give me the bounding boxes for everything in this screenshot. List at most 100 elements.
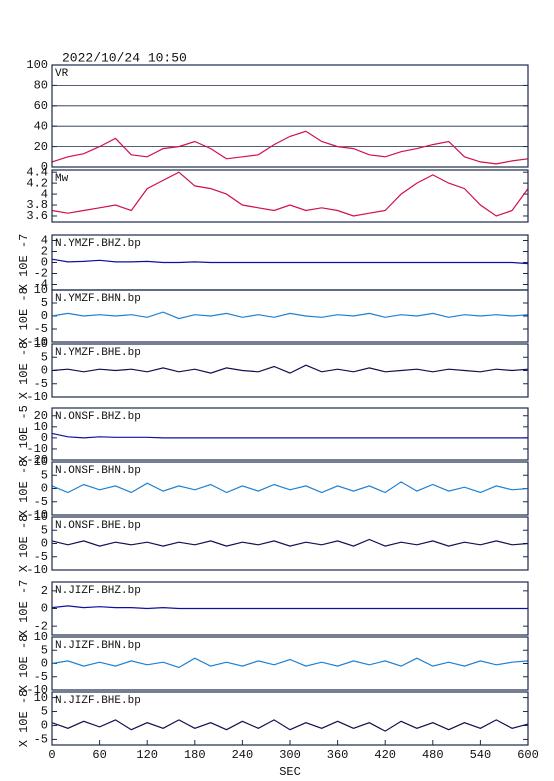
y-tick-label: 10 bbox=[34, 337, 48, 351]
waveform-line bbox=[51, 130, 529, 165]
y-tick-label: 0 bbox=[41, 602, 48, 616]
y-tick-label: 5 bbox=[41, 523, 48, 537]
y-tick-label: 2 bbox=[41, 245, 48, 259]
x-axis-label: SEC bbox=[279, 765, 301, 779]
y-tick-label: -5 bbox=[34, 733, 48, 747]
y-tick-label: 0 bbox=[41, 482, 48, 496]
waveform-line bbox=[51, 719, 529, 732]
waveform-line bbox=[51, 481, 529, 494]
y-tick-label: -4 bbox=[34, 278, 48, 292]
panel-label: N.JIZF.BHN.bp bbox=[55, 640, 141, 652]
x-tick-label: 300 bbox=[279, 748, 301, 762]
y-tick-label: -5 bbox=[34, 550, 48, 564]
y-tick-label: 10 bbox=[34, 283, 48, 297]
y-tick-label: -2 bbox=[34, 267, 48, 281]
waveform-line bbox=[51, 171, 529, 217]
waveform-line bbox=[51, 258, 529, 265]
panel-frame bbox=[51, 289, 529, 343]
panel-frame bbox=[51, 343, 529, 398]
x-tick-label: 120 bbox=[136, 748, 158, 762]
panel-label: N.YMZF.BHN.bp bbox=[55, 293, 141, 305]
y-tick-label: 40 bbox=[34, 119, 48, 133]
y-tick-label: 0 bbox=[41, 657, 48, 671]
y-tick-label: 0 bbox=[41, 160, 48, 174]
x-tick-label: 180 bbox=[184, 748, 206, 762]
y-tick-label: 4.2 bbox=[26, 176, 48, 190]
y-tick-label: -10 bbox=[26, 442, 48, 456]
y-tick-label: 60 bbox=[34, 99, 48, 113]
y-tick-label: 100 bbox=[26, 58, 48, 72]
y-tick-label: 5 bbox=[41, 350, 48, 364]
y-tick-label: 2 bbox=[41, 584, 48, 598]
y-tick-label: 20 bbox=[34, 409, 48, 423]
y-tick-label: 10 bbox=[34, 630, 48, 644]
y-tick-label: 4 bbox=[41, 234, 48, 248]
y-tick-label: 10 bbox=[34, 455, 48, 469]
y-tick-label: 3.6 bbox=[26, 209, 48, 223]
x-tick-label: 60 bbox=[92, 748, 106, 762]
y-tick-label: 80 bbox=[34, 79, 48, 93]
waveform-line bbox=[51, 657, 529, 669]
y-tick-label: -20 bbox=[26, 453, 48, 467]
y-tick-label: 5 bbox=[41, 296, 48, 310]
y-tick-label: 4 bbox=[41, 187, 48, 201]
y-axis-label: X 10E -8 bbox=[17, 515, 31, 573]
y-tick-label: -5 bbox=[34, 670, 48, 684]
y-tick-label: 5 bbox=[41, 705, 48, 719]
y-tick-label: 10 bbox=[34, 420, 48, 434]
y-tick-label: -10 bbox=[26, 508, 48, 522]
y-tick-label: 0 bbox=[41, 537, 48, 551]
waveform-line bbox=[51, 364, 529, 374]
y-axis-label: X 10E -8 bbox=[17, 635, 31, 693]
y-axis-label: X 10E -8 bbox=[17, 342, 31, 400]
y-tick-label: -2 bbox=[34, 619, 48, 633]
y-tick-label: 4.4 bbox=[26, 165, 48, 179]
y-tick-label: 0 bbox=[41, 719, 48, 733]
panel-frame bbox=[51, 581, 529, 636]
y-tick-label: 5 bbox=[41, 643, 48, 657]
chart-title: 2022/10/24 10:50 bbox=[62, 50, 187, 65]
x-tick-label: 600 bbox=[517, 748, 539, 762]
panel-label: N.JIZF.BHZ.bp bbox=[55, 585, 141, 597]
y-tick-label: -5 bbox=[34, 377, 48, 391]
y-tick-label: 5 bbox=[41, 468, 48, 482]
y-tick-label: -10 bbox=[26, 335, 48, 349]
y-axis-label: X 10E -7 bbox=[17, 234, 31, 292]
x-tick-label: 0 bbox=[48, 748, 55, 762]
panel-label: Mw bbox=[55, 173, 69, 185]
x-tick-label: 360 bbox=[327, 748, 349, 762]
y-tick-label: -5 bbox=[34, 495, 48, 509]
y-tick-label: 10 bbox=[34, 510, 48, 524]
waveform-line bbox=[51, 432, 528, 439]
panel-frame bbox=[51, 516, 529, 571]
y-tick-label: -10 bbox=[26, 683, 48, 697]
y-tick-label: 3.8 bbox=[26, 198, 48, 212]
x-tick-label: 240 bbox=[232, 748, 254, 762]
panel-label: N.ONSF.BHN.bp bbox=[55, 465, 141, 477]
y-tick-label: 20 bbox=[34, 140, 48, 154]
panel-label: N.ONSF.BHZ.bp bbox=[55, 411, 141, 423]
y-tick-label: -10 bbox=[26, 390, 48, 404]
y-tick-label: 10 bbox=[34, 691, 48, 705]
panel-frame bbox=[51, 636, 529, 691]
panel-frame bbox=[51, 169, 529, 223]
y-tick-label: -5 bbox=[34, 322, 48, 336]
y-axis-label: X 10E -7 bbox=[17, 580, 31, 638]
waveform-line bbox=[51, 311, 529, 320]
panel-label: N.ONSF.BHE.bp bbox=[55, 520, 141, 532]
panel-label: N.JIZF.BHE.bp bbox=[55, 695, 141, 707]
y-axis-label: X 10E -5 bbox=[17, 405, 31, 463]
y-tick-label: 0 bbox=[41, 364, 48, 378]
y-tick-label: 0 bbox=[41, 431, 48, 445]
x-tick-label: 420 bbox=[374, 748, 396, 762]
panel-frame bbox=[51, 407, 529, 461]
panel-label: N.YMZF.BHZ.bp bbox=[55, 238, 141, 250]
y-tick-label: -10 bbox=[26, 563, 48, 577]
panel-frame bbox=[51, 461, 529, 516]
panel-label: N.YMZF.BHE.bp bbox=[55, 347, 141, 359]
y-axis-label: X 10E -8 bbox=[17, 287, 31, 345]
y-tick-label: 0 bbox=[41, 309, 48, 323]
x-tick-label: 540 bbox=[470, 748, 492, 762]
